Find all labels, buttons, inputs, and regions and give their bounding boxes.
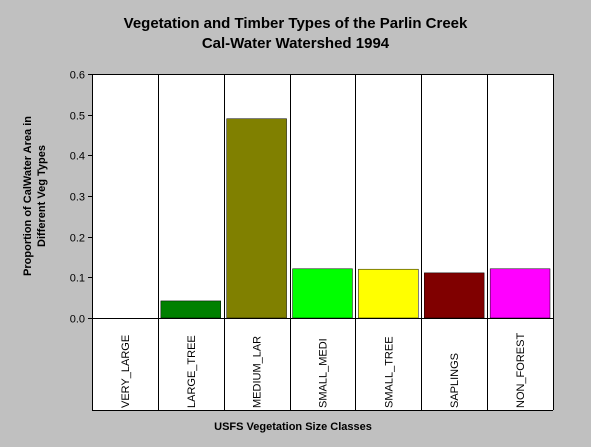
y-axis-title-line-2: Different Veg Types — [36, 145, 48, 247]
chart-title-line-2: Cal-Water Watershed 1994 — [201, 35, 390, 52]
bar-small-medi — [292, 268, 353, 319]
y-tick-label: 0.5 — [70, 111, 85, 123]
chart-title: Vegetation and Timber Types of the Parli… — [0, 14, 591, 54]
y-tick-label: 0.2 — [70, 233, 85, 245]
bar-large-tree — [160, 300, 221, 319]
y-axis-title-line-1: Proportion of CalWater Area in — [22, 116, 34, 276]
bar-medium-lar — [226, 118, 287, 319]
bar-non-forest — [489, 268, 551, 319]
x-axis-title: USFS Vegetation Size Classes — [214, 421, 372, 433]
y-tick-label: 0.6 — [70, 70, 85, 82]
bar-small-tree — [358, 268, 419, 319]
x-tick-label: SMALL_TREE — [383, 336, 395, 408]
y-tick-label: 0.1 — [70, 273, 85, 285]
x-tick-label: MEDIUM_LAR — [252, 336, 264, 408]
x-tick-label: LARGE_TREE — [186, 335, 198, 408]
x-tick-label: SMALL_MEDI — [318, 338, 330, 408]
y-tick-label: 0.3 — [70, 192, 85, 204]
x-tick-label: SAPLINGS — [449, 353, 461, 408]
chart-title-line-1: Vegetation and Timber Types of the Parli… — [123, 15, 468, 32]
bar-saplings — [424, 272, 485, 319]
x-tick-label: NON_FOREST — [515, 333, 527, 408]
plot-area: 0.0 0.1 0.2 0.3 0.4 0.5 0.6 VERY_LARGE LARGE_TRE… — [70, 70, 554, 411]
plot-background — [92, 74, 553, 410]
y-tick-label: 0.0 — [70, 314, 85, 326]
y-tick-label: 0.4 — [70, 151, 85, 163]
x-tick-label: VERY_LARGE — [120, 335, 132, 408]
